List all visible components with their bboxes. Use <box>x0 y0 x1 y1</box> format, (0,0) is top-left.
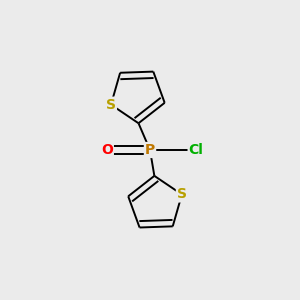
Text: O: O <box>101 143 113 157</box>
Text: S: S <box>177 188 187 201</box>
Text: Cl: Cl <box>189 143 203 157</box>
Text: S: S <box>106 98 116 112</box>
Text: P: P <box>145 143 155 157</box>
